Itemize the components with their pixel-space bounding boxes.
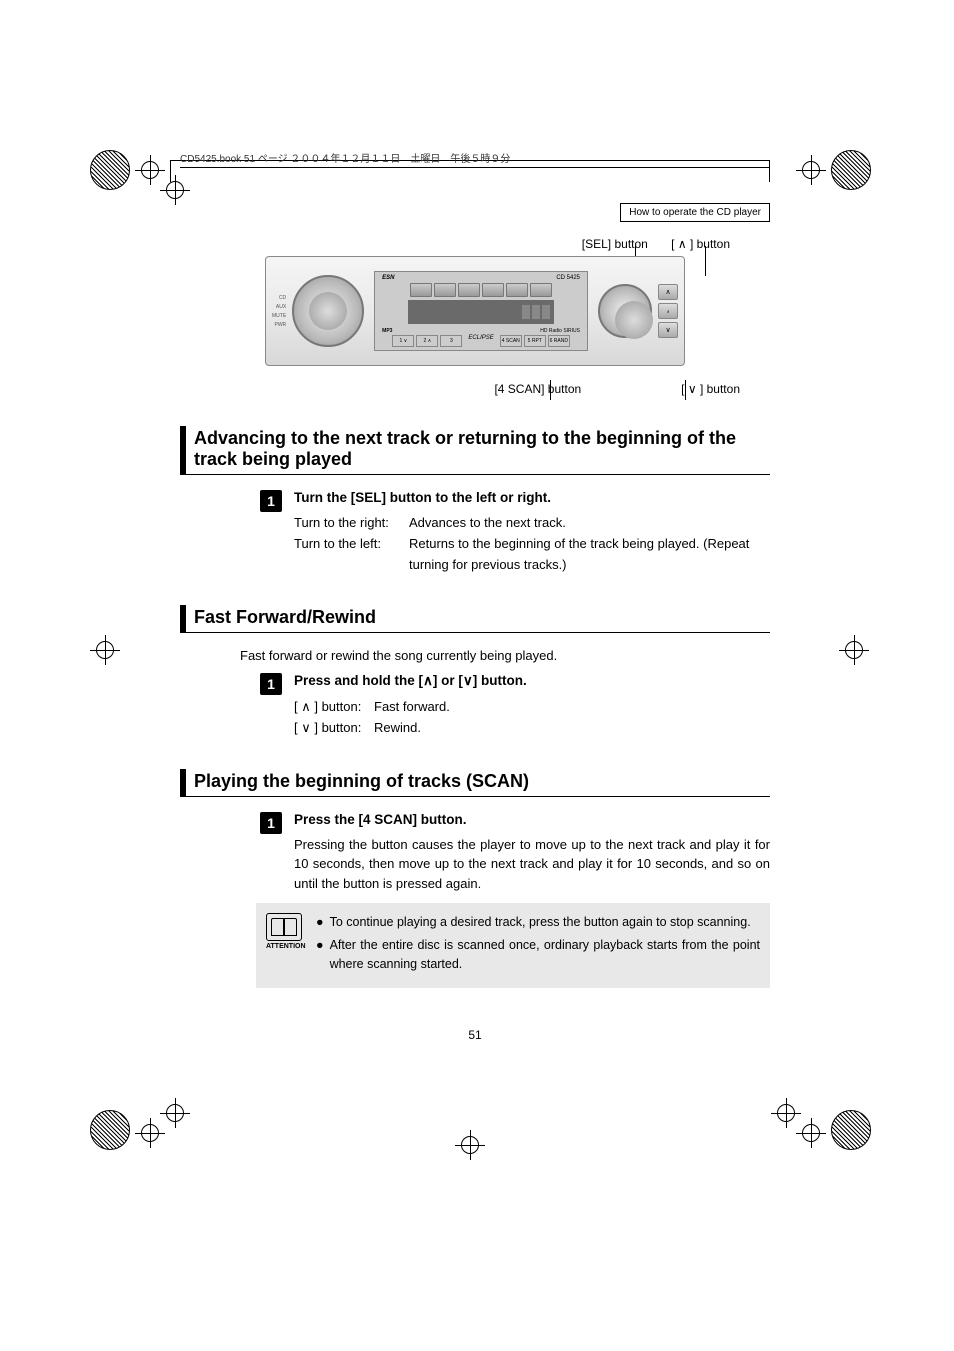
callout-line — [550, 380, 551, 400]
model-label: CD 5425 — [556, 275, 580, 281]
step: 1 Turn the [SEL] button to the left or r… — [180, 490, 770, 575]
crop-mark-hatch — [826, 145, 876, 195]
lcd-display — [408, 300, 554, 324]
def-text: Rewind. — [374, 718, 421, 739]
crop-mark-hatch — [85, 145, 135, 195]
step: 1 Press the [4 SCAN] button. Pressing th… — [180, 812, 770, 988]
def-label: [ ∧ ] button: — [294, 697, 374, 718]
step-number: 1 — [260, 812, 282, 834]
disp-button — [458, 283, 480, 297]
step-title: Turn the [SEL] button to the left or rig… — [294, 490, 770, 505]
disp-button — [410, 283, 432, 297]
up-label: [ ∧ ] button — [671, 237, 730, 251]
brand-logo: ESN — [382, 275, 394, 281]
side-label: AUX — [276, 304, 286, 310]
volume-dial — [292, 275, 364, 347]
num-button-3: 3 — [440, 335, 462, 347]
section-label: How to operate the CD player — [620, 203, 770, 222]
rtn-button: ∂ — [658, 303, 678, 319]
num-button-6: 6 RAND — [548, 335, 570, 347]
def-table: Turn to the right: Advances to the next … — [294, 513, 770, 575]
def-text: Returns to the beginning of the track be… — [409, 534, 770, 576]
cross-mark — [90, 635, 120, 665]
device-figure: CD AUX MUTE PWR ESN CD 5425 — [265, 256, 685, 366]
attention-body: ● To continue playing a desired track, p… — [316, 913, 760, 977]
cross-mark — [796, 155, 826, 185]
attention-icon: ATTENTION — [266, 913, 304, 950]
def-label: [ ∨ ] button: — [294, 718, 374, 739]
num-button-5: 5 RPT — [524, 335, 546, 347]
page-number: 51 — [180, 1028, 770, 1042]
bullet-icon: ● — [316, 936, 324, 974]
disp-button — [530, 283, 552, 297]
step: 1 Press and hold the [∧] or [∨] button. … — [180, 673, 770, 739]
def-label: Turn to the right: — [294, 513, 409, 534]
device-display: ESN CD 5425 MP3 HD Radio SIRIUS — [374, 271, 588, 351]
down-label: [ ∨ ] button — [681, 382, 740, 396]
crop-mark-hatch — [826, 1105, 876, 1155]
disp-button — [434, 283, 456, 297]
num-button-4: 4 SCAN — [500, 335, 522, 347]
right-buttons: ∧ ∂ ∨ — [658, 284, 678, 338]
page-content: CD5425.book 51 ページ ２００４年１２月１１日 土曜日 午後５時９… — [180, 150, 770, 1042]
sel-dial — [598, 284, 652, 338]
header-file-info: CD5425.book 51 ページ ２００４年１２月１１日 土曜日 午後５時９… — [180, 150, 770, 168]
figure-bottom-labels: [4 SCAN] button [ ∨ ] button — [180, 382, 770, 396]
attention-box: ATTENTION ● To continue playing a desire… — [256, 903, 770, 987]
figure-top-labels: [SEL] button [ ∧ ] button — [180, 237, 770, 251]
section-heading-2: Fast Forward/Rewind — [180, 605, 770, 633]
cross-mark — [771, 1098, 801, 1128]
cross-mark — [455, 1130, 485, 1160]
logo-sub: ECLIPSE — [468, 335, 493, 347]
bullet-icon: ● — [316, 913, 324, 932]
attention-label: ATTENTION — [266, 943, 304, 950]
scan-label: [4 SCAN] button — [494, 382, 581, 396]
cross-mark — [839, 635, 869, 665]
cross-mark — [160, 1098, 190, 1128]
disp-button — [482, 283, 504, 297]
def-label: Turn to the left: — [294, 534, 409, 576]
up-button: ∧ — [658, 284, 678, 300]
step-para: Pressing the button causes the player to… — [294, 835, 770, 894]
step-number: 1 — [260, 673, 282, 695]
crop-mark-hatch — [85, 1105, 135, 1155]
bullet-text: To continue playing a desired track, pre… — [330, 913, 751, 932]
def-text: Fast forward. — [374, 697, 450, 718]
side-label: CD — [279, 295, 286, 301]
def-text: Advances to the next track. — [409, 513, 566, 534]
callout-line — [685, 380, 686, 400]
step-title: Press and hold the [∧] or [∨] button. — [294, 673, 770, 689]
bullet-text: After the entire disc is scanned once, o… — [330, 936, 760, 974]
side-label: PWR — [275, 322, 287, 328]
side-label: MUTE — [272, 313, 286, 319]
step-title: Press the [4 SCAN] button. — [294, 812, 770, 827]
radio-label: HD Radio SIRIUS — [540, 328, 580, 334]
num-button-2: 2 ∧ — [416, 335, 438, 347]
def-table: [ ∧ ] button: Fast forward. [ ∨ ] button… — [294, 697, 770, 739]
section-heading-3: Playing the beginning of tracks (SCAN) — [180, 769, 770, 797]
step-number: 1 — [260, 490, 282, 512]
section-heading-1: Advancing to the next track or returning… — [180, 426, 770, 475]
format-label: MP3 — [382, 328, 392, 334]
down-button: ∨ — [658, 322, 678, 338]
section-intro: Fast forward or rewind the song currentl… — [240, 648, 770, 663]
num-button-1: 1 ∨ — [392, 335, 414, 347]
sel-label: [SEL] button — [582, 237, 648, 251]
disp-button — [506, 283, 528, 297]
